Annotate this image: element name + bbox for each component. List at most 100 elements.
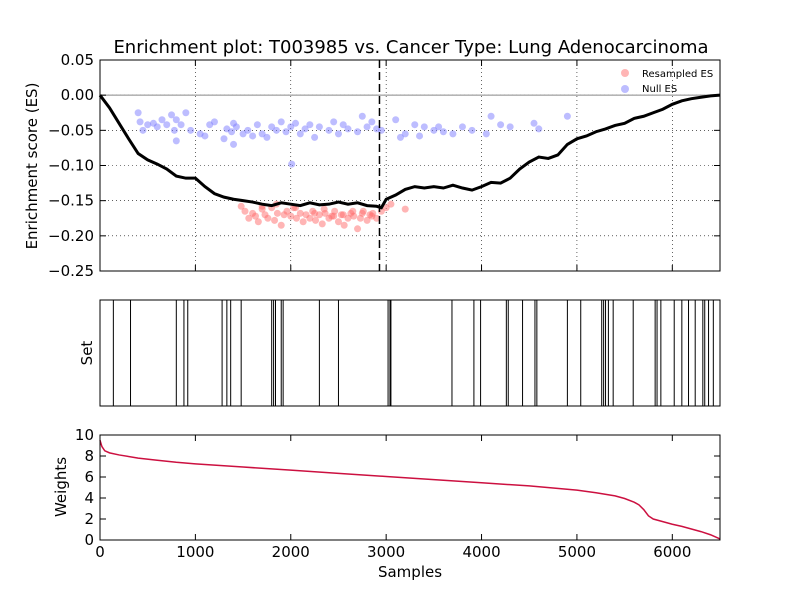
null-es-point [344,125,352,133]
null-es-point [134,109,142,117]
resampled-es-point [358,209,366,217]
null-es-point [330,118,338,126]
null-es-point [368,118,376,126]
es-y-ticks: 0.05 0.00 −0.05 −0.10 −0.15 −0.20 −0.25 [48,51,720,280]
null-es-point [354,128,362,136]
null-es-point [392,116,400,124]
weights-curve [99,440,721,540]
resampled-es-point [241,207,249,215]
null-es-point [487,112,495,120]
weights-xlabel: Samples [378,563,442,581]
null-es-point [177,121,185,129]
set-ylabel: Set [78,341,96,366]
resampled-es-point [339,211,347,219]
null-es-point [325,126,333,134]
weights-x-ticks: 0 1000 2000 3000 4000 5000 6000 [95,435,691,561]
set-member-lines [112,300,714,406]
weights-xtick-label: 2000 [272,543,310,561]
null-es-point [301,125,309,133]
resampled-es-point [368,212,376,220]
resampled-es-point [387,200,395,208]
null-es-point [563,112,571,120]
null-es-point [411,121,419,129]
resampled-es-point [273,209,281,217]
null-es-point [139,126,147,134]
resampled-es-point [277,221,285,229]
null-es-point [482,130,490,138]
null-es-point [358,112,366,120]
weights-xtick-label: 1000 [176,543,214,561]
null-es-point [292,119,300,127]
null-es-point [228,128,236,136]
null-es-point [230,119,238,127]
null-es-point [334,130,342,138]
weights-ytick-label: 0 [84,531,94,549]
null-es-point [296,130,304,138]
es-ytick-label: 0.00 [61,86,94,104]
null-es-point [311,133,319,141]
resampled-es-point [296,209,304,217]
null-es-point [172,116,180,124]
legend: Resampled ES Null ES [621,69,713,95]
resampled-es-point [312,216,320,224]
resampled-es-point [320,205,328,213]
resampled-es-point [264,214,272,222]
null-es-point [282,128,290,136]
null-es-point [163,121,171,129]
set-plot-area [100,300,720,406]
null-es-point [170,126,178,134]
null-es-point [449,130,457,138]
null-es-point [439,128,447,136]
resampled-es-point [271,216,279,224]
resampled-es-point [311,209,319,217]
null-es-point [220,135,228,143]
resampled-es-point [401,205,409,213]
set-frame [99,299,721,407]
weights-ytick-label: 8 [84,447,94,465]
null-es-point [168,111,176,119]
es-x-ticks [194,60,673,271]
null-es-point [315,123,323,131]
null-es-point [187,126,195,134]
null-es-points [134,109,571,168]
null-es-point [288,160,296,168]
weights-ylabel: Weights [52,457,70,517]
set-panel: Set [78,299,721,407]
null-es-point [253,121,261,129]
null-es-point [530,119,538,127]
null-es-point [497,121,505,129]
null-es-point [230,140,238,148]
null-es-point [136,118,144,126]
null-es-point [244,126,252,134]
es-panel: 0.05 0.00 −0.05 −0.10 −0.15 −0.20 −0.25 Enrich… [23,51,721,280]
resampled-es-point [245,214,253,222]
null-es-point [306,121,314,129]
null-es-point [420,123,428,131]
null-es-point [210,118,218,126]
resampled-es-point [306,214,314,222]
null-es-point [416,132,424,140]
resampled-es-point [363,216,371,224]
weights-y-ticks: 0 2 4 6 8 10 [75,426,720,549]
chart-title: Enrichment plot: T003985 vs. Cancer Type… [113,37,708,58]
weights-xtick-label: 5000 [558,543,596,561]
resampled-es-point [318,220,326,228]
es-ytick-label: −0.20 [48,227,94,245]
resampled-es-point [251,212,259,220]
resampled-es-point [254,218,262,226]
null-es-point [468,126,476,134]
resampled-es-point [292,214,300,222]
null-es-point [435,123,443,131]
es-ytick-label: −0.15 [48,192,94,210]
es-ytick-label: −0.05 [48,121,94,139]
null-es-point [506,123,514,131]
null-es-point [272,126,280,134]
weights-ytick-label: 4 [84,489,94,507]
weights-xtick-label: 6000 [653,543,691,561]
null-es-point [535,125,543,133]
null-es-point [153,123,161,131]
legend-label-resampled: Resampled ES [642,69,713,80]
resampled-es-point [330,212,338,220]
null-es-point [182,109,190,117]
